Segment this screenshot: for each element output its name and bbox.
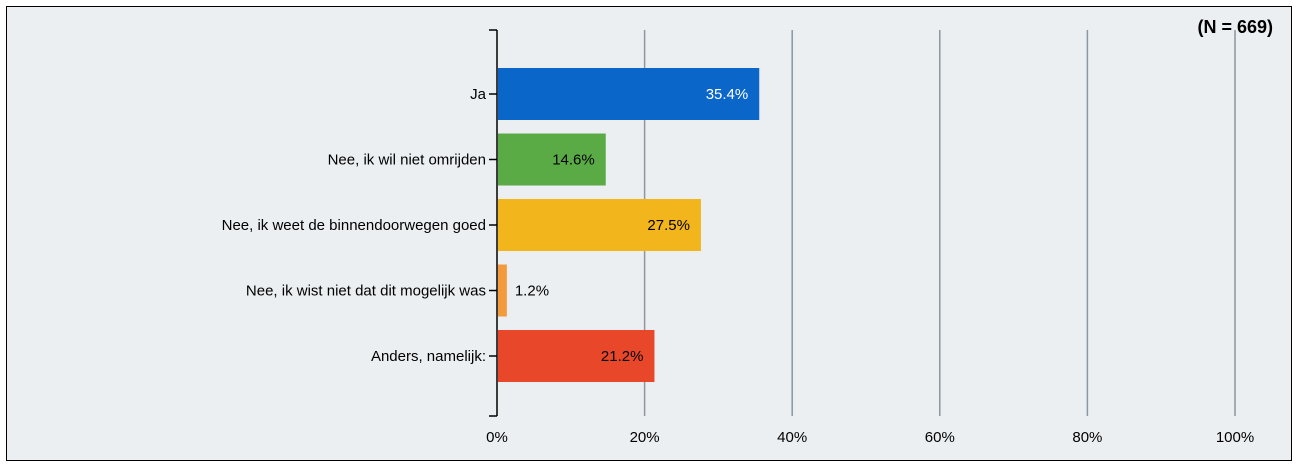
category-label: Nee, ik wist niet dat dit mogelijk was <box>246 283 486 300</box>
category-label: Nee, ik wil niet omrijden <box>328 152 486 169</box>
value-label: 21.2% <box>601 348 644 365</box>
x-tick-label: 40% <box>777 429 807 446</box>
x-tick-label: 60% <box>925 429 955 446</box>
x-tick-label: 80% <box>1072 429 1102 446</box>
category-label: Ja <box>470 86 487 103</box>
bar <box>498 133 606 186</box>
bar <box>498 264 507 317</box>
x-tick-label: 0% <box>486 429 508 446</box>
category-label: Nee, ik weet de binnendoorwegen goed <box>222 217 486 234</box>
bar <box>498 330 655 382</box>
category-label: Anders, namelijk: <box>371 348 486 365</box>
bar <box>498 199 701 251</box>
value-label: 14.6% <box>552 152 595 169</box>
value-label: 27.5% <box>647 217 690 234</box>
x-tick-label: 100% <box>1216 429 1254 446</box>
sample-size-label: (N = 669) <box>1197 17 1273 37</box>
x-tick-label: 20% <box>630 429 660 446</box>
value-label: 35.4% <box>706 86 749 103</box>
value-label: 1.2% <box>515 283 549 300</box>
bar <box>498 68 760 120</box>
